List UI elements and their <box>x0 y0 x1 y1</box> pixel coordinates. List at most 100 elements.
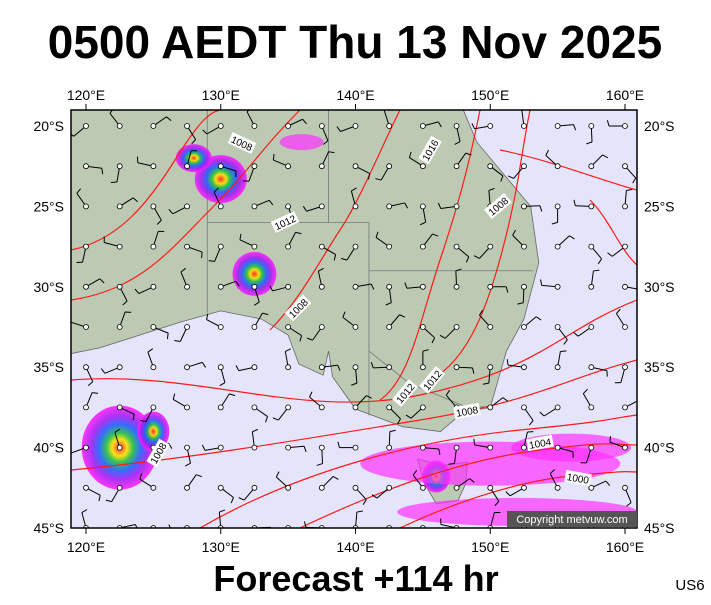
wind-station <box>454 124 459 129</box>
wind-station <box>185 204 190 209</box>
wind-station <box>454 284 459 289</box>
wind-station <box>387 485 392 490</box>
wind-station <box>218 124 223 129</box>
wind-station <box>252 204 257 209</box>
wind-station <box>589 204 594 209</box>
wind-station <box>488 445 493 450</box>
wind-station <box>555 365 560 370</box>
wind-barb <box>560 351 566 352</box>
wind-station <box>353 244 358 249</box>
wind-station <box>420 325 425 330</box>
wind-station <box>521 284 526 289</box>
wind-station <box>589 244 594 249</box>
wind-station <box>353 365 358 370</box>
wind-station <box>319 164 324 169</box>
wind-station <box>151 284 156 289</box>
wind-station <box>185 164 190 169</box>
wind-station <box>117 325 122 330</box>
wind-station <box>185 365 190 370</box>
wind-barb <box>552 528 557 543</box>
wind-station <box>319 284 324 289</box>
wind-station <box>420 284 425 289</box>
wind-station <box>218 244 223 249</box>
wind-station <box>488 124 493 129</box>
wind-station <box>623 204 628 209</box>
wind-station <box>151 164 156 169</box>
wind-station <box>353 164 358 169</box>
wind-station <box>623 124 628 129</box>
wind-station <box>151 124 156 129</box>
lon-tick-label: 150°E <box>471 87 509 103</box>
wind-station <box>488 365 493 370</box>
wind-station <box>555 284 560 289</box>
wind-station <box>319 445 324 450</box>
wind-station <box>555 164 560 169</box>
wind-station <box>521 485 526 490</box>
wind-station <box>589 284 594 289</box>
wind-station <box>319 244 324 249</box>
wind-station <box>84 365 89 370</box>
wind-station <box>185 325 190 330</box>
wind-station <box>555 204 560 209</box>
wind-station <box>319 485 324 490</box>
wind-station <box>185 405 190 410</box>
wind-station <box>84 164 89 169</box>
wind-station <box>488 244 493 249</box>
wind-station <box>252 325 257 330</box>
wind-station <box>286 325 291 330</box>
title: 0500 AEDT Thu 13 Nov 2025 <box>48 16 662 68</box>
wind-station <box>623 284 628 289</box>
wind-station <box>319 325 324 330</box>
wind-station <box>521 325 526 330</box>
wind-station <box>555 445 560 450</box>
wind-station <box>286 204 291 209</box>
copyright: Copyright metvuw.com <box>516 514 627 526</box>
wind-station <box>420 244 425 249</box>
wind-station <box>185 284 190 289</box>
wind-station <box>151 485 156 490</box>
wind-station <box>454 325 459 330</box>
wind-station <box>387 284 392 289</box>
lat-tick-label: 45°S <box>644 520 675 536</box>
wind-station <box>151 244 156 249</box>
wind-station <box>319 405 324 410</box>
wind-station <box>521 244 526 249</box>
wind-station <box>218 405 223 410</box>
wind-station <box>117 164 122 169</box>
wind-station <box>286 405 291 410</box>
precipitation <box>280 134 324 150</box>
wind-station <box>353 405 358 410</box>
wind-station <box>252 405 257 410</box>
footer: Forecast +114 hr <box>213 558 498 599</box>
wind-station <box>252 284 257 289</box>
wind-station <box>84 204 89 209</box>
wind-barb <box>641 290 642 296</box>
lon-tick-label: 120°E <box>67 539 105 555</box>
wind-station <box>623 164 628 169</box>
wind-station <box>117 405 122 410</box>
wind-station <box>84 244 89 249</box>
wind-station <box>286 124 291 129</box>
lat-tick-label: 25°S <box>644 198 675 214</box>
wind-barb <box>151 544 156 547</box>
wind-station <box>387 365 392 370</box>
wind-station <box>420 164 425 169</box>
wind-station <box>521 405 526 410</box>
wind-station <box>117 244 122 249</box>
wind-station <box>353 124 358 129</box>
wind-station <box>555 124 560 129</box>
wind-station <box>589 405 594 410</box>
wind-barb <box>405 530 406 536</box>
wind-station <box>589 445 594 450</box>
wind-station <box>521 164 526 169</box>
wind-station <box>84 445 89 450</box>
wind-station <box>286 445 291 450</box>
wind-barb <box>639 400 643 404</box>
wind-station <box>117 485 122 490</box>
wind-station <box>319 124 324 129</box>
wind-station <box>185 124 190 129</box>
wind-station <box>454 445 459 450</box>
lat-tick-label: 20°S <box>644 118 675 134</box>
wind-station <box>420 405 425 410</box>
wind-station <box>185 485 190 490</box>
